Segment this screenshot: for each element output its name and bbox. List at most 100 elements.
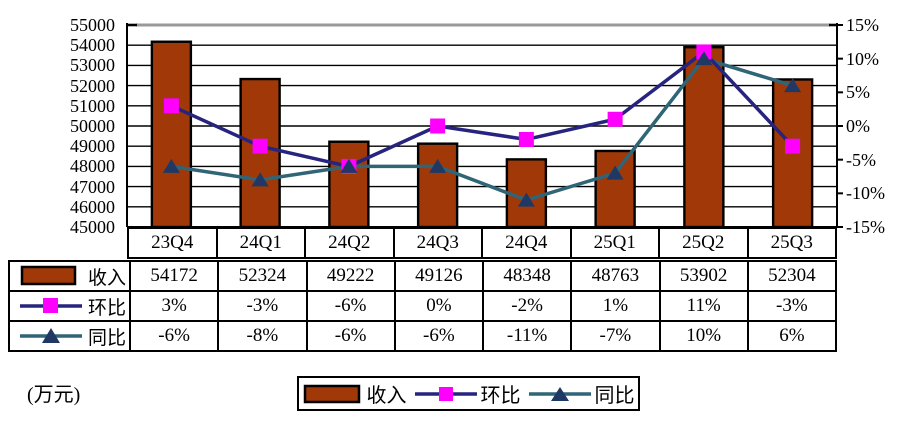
table-value-cell: 54172 [129,262,217,290]
table-value-cell: -6% [305,292,394,320]
series-key-cell: 环比 [10,292,129,320]
table-value-cell: 6% [746,322,835,350]
table-row: 同比 -6% -8% -6% -6% -11% -7% 10% 6% [10,320,835,350]
series-key-cell: 收入 [10,262,129,290]
tongbi-marker-triangle [695,51,713,66]
table-row: 环比 3% -3% -6% 0% -2% 1% 11% -3% [10,290,835,320]
table-value-cell: -3% [746,292,835,320]
tongbi-marker-triangle [162,158,180,173]
table-value-cell: 53902 [658,262,747,290]
huanbi-marker-square [430,118,446,134]
x-axis-category-label: 23Q4 [151,232,194,253]
table-value-cell: 10% [658,322,747,350]
table-value-cell: -8% [217,322,305,350]
table-value-cell: 49126 [393,262,482,290]
x-axis-category-label: 24Q3 [392,229,482,257]
legend-item-revenue: 收入 [303,379,407,408]
huanbi-line-square-icon [414,386,477,401]
x-axis-category-row: 23Q4 24Q1 24Q2 24Q3 24Q4 25Q1 25Q2 25Q3 [127,227,837,259]
huanbi-marker-square [341,158,357,174]
left-axis-tick-label: 51000 [70,95,115,116]
table-value-cell: -2% [482,292,570,320]
table-value-cell: 52324 [217,262,305,290]
revenue-bar [771,78,814,229]
left-axis-tick-label: 49000 [70,136,115,157]
left-axis-tick-label: 47000 [70,176,115,197]
revenue-bar [505,158,548,229]
table-value-cell: -6% [305,322,394,350]
tongbi-marker-triangle [517,192,535,207]
left-axis-tick-label: 53000 [70,55,115,76]
left-axis-tick-label: 52000 [70,75,115,96]
tongbi-marker-triangle [340,158,358,173]
tongbi-line-triangle-icon [528,386,591,401]
table-value-cell: -11% [482,322,570,350]
revenue-bar [416,142,459,229]
tongbi-marker-triangle [251,172,269,187]
series-name-label: 收入 [87,267,126,289]
table-value-cell: -6% [393,322,482,350]
huanbi-marker-square [163,98,179,114]
tongbi-marker-triangle [429,158,447,173]
table-value-cell: 3% [129,292,217,320]
legend-item-huanbi: 环比 [414,379,521,408]
legend-item-tongbi: 同比 [528,379,635,408]
series-name-label: 环比 [87,297,126,319]
x-axis-category-label: 24Q2 [304,229,393,257]
left-axis-tick-label: 55000 [70,15,115,35]
right-axis-tick-label: -15% [846,217,885,237]
x-axis-category-label: 25Q3 [746,229,836,257]
tongbi-line [171,56,794,202]
right-axis-tick-label: 5% [846,82,870,103]
revenue-bar [594,149,636,229]
x-axis-category-label: 25Q1 [569,229,659,257]
data-table: 收入 54172 52324 49222 49126 48348 48763 53902 523… [8,260,837,352]
table-value-cell: 1% [570,292,658,320]
legend-label-tongbi: 同比 [594,385,635,407]
right-axis-tick-label: 10% [846,48,879,69]
huanbi-marker-square [607,111,623,127]
huanbi-line-square-icon [19,295,82,317]
table-value-cell: -6% [129,322,217,350]
huanbi-marker-square [785,138,801,154]
tongbi-marker-triangle [784,78,802,93]
left-axis-tick-label: 45000 [70,217,115,237]
legend-label-huanbi: 环比 [480,385,521,407]
table-value-cell: -3% [217,292,305,320]
table-value-cell: -7% [570,322,658,350]
revenue-bar [683,45,725,229]
right-axis-tick-label: 15% [846,15,879,35]
right-axis-tick-label: 0% [846,116,870,136]
tongbi-line-triangle-icon [19,325,82,347]
revenue-bar-swatch-icon [303,384,360,403]
huanbi-marker-square [518,131,534,147]
table-value-cell: 11% [658,292,747,320]
right-axis-tick-label: -5% [846,149,876,170]
left-axis-tick-label: 48000 [70,156,115,177]
table-value-cell: 48763 [570,262,658,290]
left-axis-tick-label: 54000 [70,35,115,56]
unit-label: (万元) [27,384,81,406]
series-key-cell: 同比 [10,322,129,350]
table-value-cell: 52304 [746,262,835,290]
table-value-cell: 48348 [482,262,570,290]
legend-label-revenue: 收入 [366,385,407,407]
left-axis-tick-label: 50000 [70,116,115,136]
huanbi-marker-square [696,44,712,60]
x-axis-category-label: 25Q2 [658,229,747,257]
revenue-bar-swatch-icon [20,265,82,287]
revenue-bar [239,77,281,229]
right-axis-tick-label: -10% [846,183,885,204]
revenue-bar [150,40,193,229]
tongbi-marker-triangle [606,165,624,180]
table-value-cell: 0% [393,292,482,320]
x-axis-category-label: 24Q1 [215,229,305,257]
huanbi-line [170,49,794,169]
table-row: 收入 54172 52324 49222 49126 48348 48763 53902 523… [10,262,835,290]
x-axis-category-label: 24Q4 [481,229,570,257]
chart-legend: 收入 环比 同比 [297,376,640,411]
left-axis-tick-label: 46000 [70,196,115,217]
huanbi-marker-square [252,138,268,154]
